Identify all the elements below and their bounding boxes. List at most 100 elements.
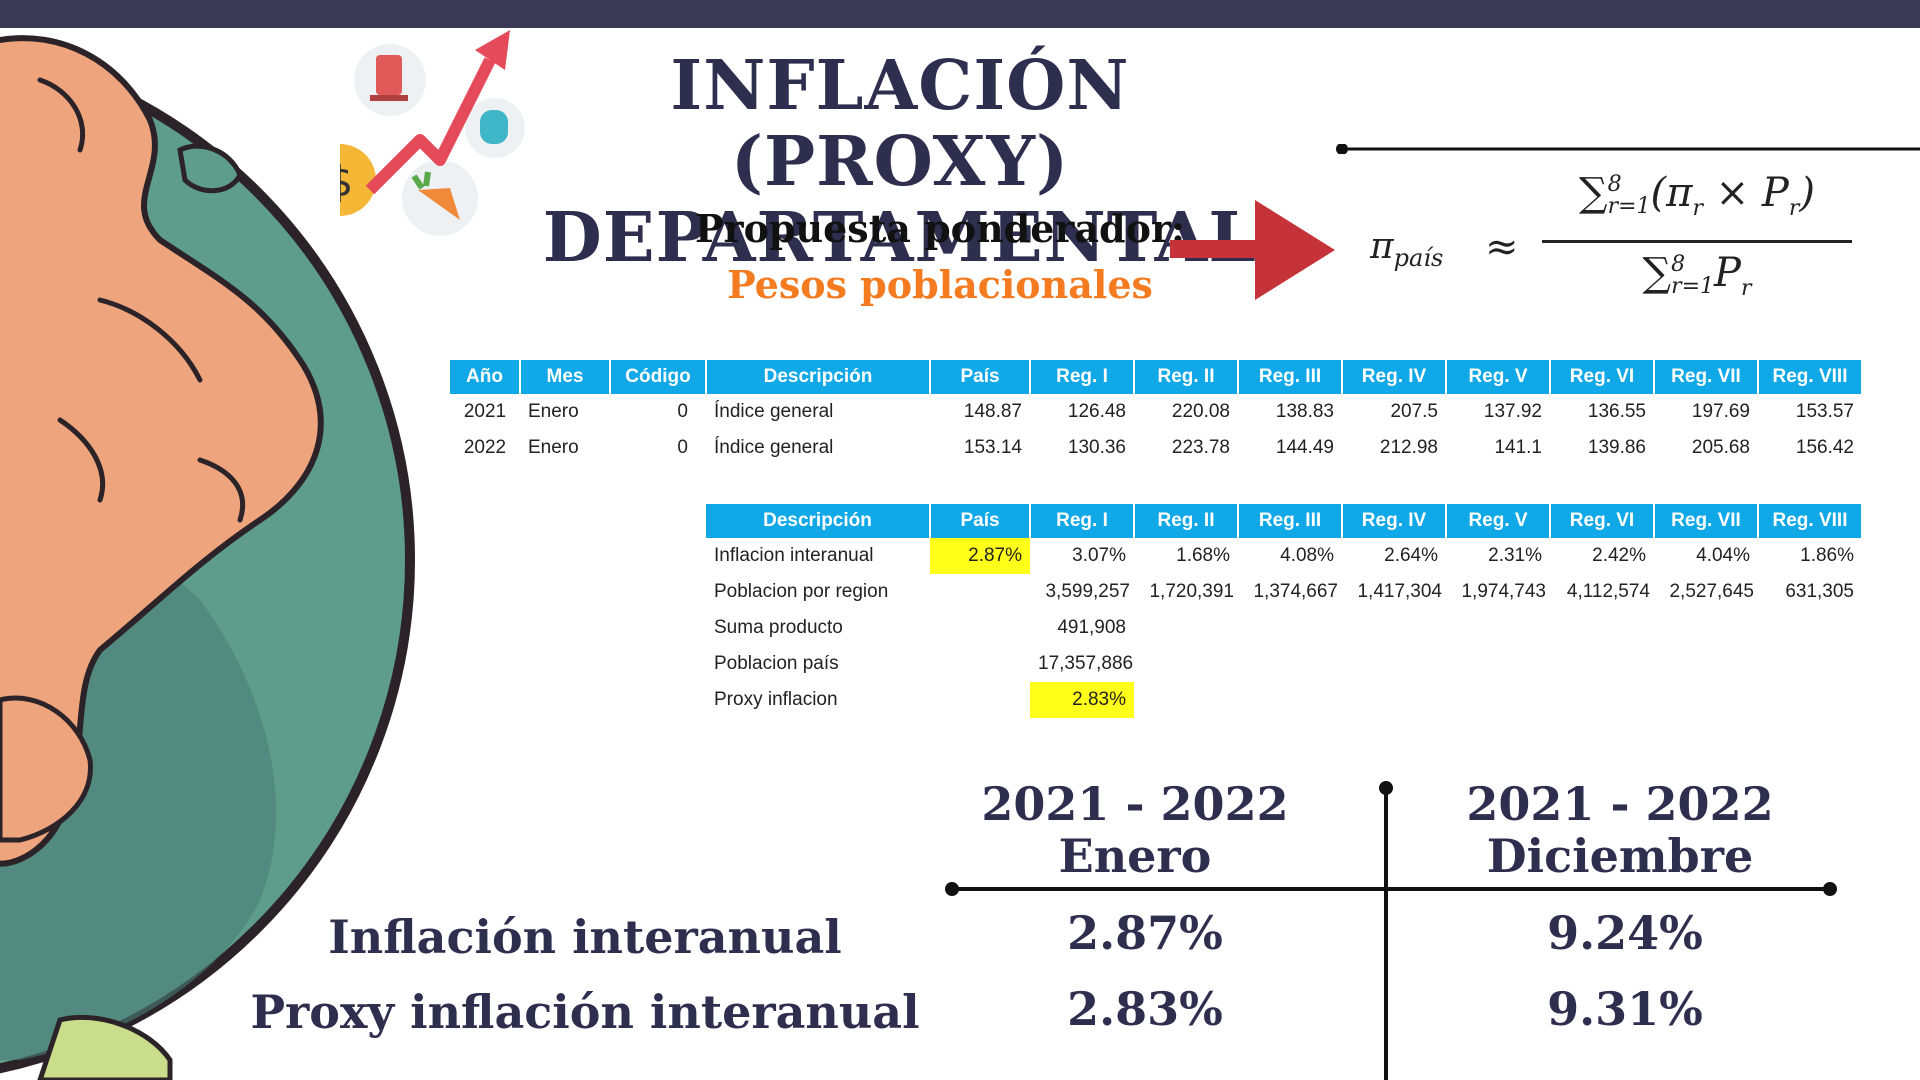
cell: Proxy inflacion bbox=[714, 689, 838, 710]
cell: 4,112,574 bbox=[1566, 581, 1650, 602]
arrow-right-icon bbox=[1170, 200, 1335, 300]
table-row: Poblacion país 17,357,886 bbox=[706, 646, 1862, 682]
cell: 631,305 bbox=[1785, 581, 1854, 602]
cell: 2021 bbox=[463, 401, 507, 422]
value-diciembre-proxy: 9.31% bbox=[1547, 982, 1703, 1036]
value-diciembre-inflacion: 9.24% bbox=[1547, 906, 1703, 960]
weighted-formula: πpaís ≈ ∑ 8 r=1 (πr × Pr) ∑ 8 r=1 Pr bbox=[1370, 170, 1860, 320]
formula-approx: ≈ bbox=[1485, 224, 1519, 270]
cell: Índice general bbox=[714, 437, 834, 458]
col-header: Reg. V bbox=[1446, 360, 1551, 394]
subtitle-accent: Pesos poblacionales bbox=[727, 262, 1153, 307]
cell: 126.48 bbox=[1067, 401, 1126, 422]
cell bbox=[1342, 682, 1446, 718]
cell: Poblacion país bbox=[714, 653, 839, 674]
inflation-icons: $ bbox=[340, 30, 525, 236]
cell bbox=[1134, 682, 1238, 718]
cell: 1.86% bbox=[1800, 545, 1854, 566]
cell bbox=[1238, 610, 1342, 646]
cell bbox=[1654, 682, 1758, 718]
cell: 2022 bbox=[463, 437, 507, 458]
carrot-icon bbox=[418, 188, 460, 220]
row-label-inflacion: Inflación interanual bbox=[328, 910, 842, 964]
formula-denominator: ∑ 8 r=1 Pr bbox=[1642, 250, 1752, 301]
cell: 141.1 bbox=[1494, 437, 1542, 458]
cell: 156.42 bbox=[1795, 437, 1854, 458]
formula-lhs-sub: país bbox=[1393, 244, 1444, 273]
cell bbox=[1342, 610, 1446, 646]
page-title: INFLACIÓN (PROXY) DEPARTAMENTAL bbox=[500, 48, 1300, 276]
cell bbox=[1446, 610, 1550, 646]
cell bbox=[1550, 646, 1654, 682]
col-header: Mes bbox=[520, 360, 611, 394]
cell: 4.08% bbox=[1280, 545, 1334, 566]
col-header: Reg. II bbox=[1134, 360, 1239, 394]
cell: Inflacion interanual bbox=[714, 545, 874, 566]
cell bbox=[1550, 682, 1654, 718]
cell: Poblacion por region bbox=[714, 581, 889, 602]
cell: 3.07% bbox=[1072, 545, 1126, 566]
svg-text:$: $ bbox=[340, 157, 353, 206]
col-header: Reg. III bbox=[1238, 504, 1343, 538]
col-header: Reg. III bbox=[1238, 360, 1343, 394]
cell: 197.69 bbox=[1691, 401, 1750, 422]
dollar-icon bbox=[340, 144, 376, 216]
col-header: Reg. IV bbox=[1342, 504, 1447, 538]
cell: 207.5 bbox=[1390, 401, 1438, 422]
cell: 148.87 bbox=[963, 401, 1022, 422]
cell: 153.57 bbox=[1795, 401, 1854, 422]
highlight-cell: 2.83% bbox=[1030, 682, 1134, 718]
cell: 2.31% bbox=[1488, 545, 1542, 566]
cell: 1,974,743 bbox=[1461, 581, 1546, 602]
cell bbox=[930, 646, 1030, 682]
cell: 136.55 bbox=[1587, 401, 1646, 422]
col-header: Reg. II bbox=[1134, 504, 1239, 538]
table-row: 2022 Enero 0 Índice general 153.14 130.3… bbox=[450, 430, 1862, 466]
cell bbox=[1342, 646, 1446, 682]
cell bbox=[1758, 646, 1862, 682]
col-header: Descripción bbox=[706, 504, 931, 538]
table-row: Suma producto 491,908 bbox=[706, 610, 1862, 646]
comparison-grid-lines bbox=[945, 781, 1837, 1080]
title-line-1: INFLACIÓN (PROXY) bbox=[670, 46, 1130, 202]
cell bbox=[930, 682, 1030, 718]
formula-fraction-bar bbox=[1542, 240, 1852, 243]
cell: 0 bbox=[677, 437, 688, 458]
cell: 153.14 bbox=[963, 437, 1022, 458]
value-enero-proxy: 2.83% bbox=[1067, 982, 1223, 1036]
cell: Índice general bbox=[714, 401, 834, 422]
cell bbox=[930, 610, 1030, 646]
table-header-row: Año Mes Código Descripción País Reg. I R… bbox=[450, 360, 1863, 394]
cell: 1,417,304 bbox=[1357, 581, 1442, 602]
col-header: Reg. I bbox=[1030, 360, 1135, 394]
cell: Enero bbox=[528, 437, 579, 458]
gas-pump-icon bbox=[376, 55, 402, 95]
col-header: Reg. VII bbox=[1654, 360, 1759, 394]
cylinder-icon bbox=[480, 110, 508, 144]
col-header: Reg. VI bbox=[1550, 504, 1655, 538]
cell: 0 bbox=[677, 401, 688, 422]
title-line-2: DEPARTAMENTAL bbox=[542, 198, 1258, 278]
cell: 130.36 bbox=[1067, 437, 1126, 458]
cell: 212.98 bbox=[1379, 437, 1438, 458]
cell bbox=[1134, 646, 1238, 682]
table-row: 2021 Enero 0 Índice general 148.87 126.4… bbox=[450, 394, 1862, 430]
cell bbox=[930, 574, 1030, 610]
cell bbox=[1446, 646, 1550, 682]
cell: 2.64% bbox=[1384, 545, 1438, 566]
cell bbox=[1446, 682, 1550, 718]
table-row: Proxy inflacion 2.83% bbox=[706, 682, 1862, 718]
cell: 220.08 bbox=[1171, 401, 1230, 422]
column-header-enero: 2021 - 2022 Enero bbox=[981, 777, 1289, 883]
table-row: Poblacion por region 3,599,257 1,720,391… bbox=[706, 574, 1862, 610]
col-header: Reg. V bbox=[1446, 504, 1551, 538]
cell: Suma producto bbox=[714, 617, 843, 638]
cell: 138.83 bbox=[1275, 401, 1334, 422]
col-header: Reg. IV bbox=[1342, 360, 1447, 394]
cell bbox=[1134, 610, 1238, 646]
formula-pi: π bbox=[1370, 226, 1394, 267]
col-header: País bbox=[930, 504, 1031, 538]
col-header: Reg. VIII bbox=[1758, 360, 1863, 394]
col-header: Reg. VII bbox=[1654, 504, 1759, 538]
col-header: País bbox=[930, 360, 1031, 394]
